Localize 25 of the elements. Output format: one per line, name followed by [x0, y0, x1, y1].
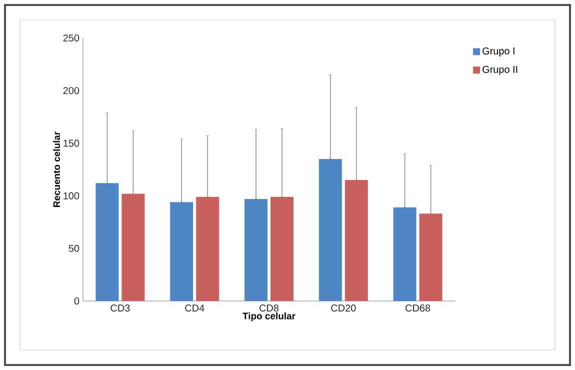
y-tick-label: 50: [68, 244, 80, 252]
y-axis-title: Recuento celular: [53, 132, 60, 207]
bar: [122, 194, 145, 301]
x-tick-label: CD8: [260, 304, 279, 312]
bar: [419, 214, 442, 301]
bar: [196, 196, 220, 301]
x-tick-label: CD20: [331, 304, 356, 312]
y-tick-label: 100: [64, 192, 80, 200]
x-tick-label: CD4: [185, 304, 204, 312]
y-tick-label: 0: [74, 297, 80, 305]
bar: [170, 202, 194, 301]
bar: [244, 198, 268, 301]
x-tick-label: CD3: [110, 304, 130, 312]
bar: [318, 158, 342, 301]
y-tick-label: 250: [63, 34, 80, 42]
bar: [344, 180, 368, 301]
y-tick-label: 150: [64, 140, 80, 147]
bar: [393, 207, 416, 301]
legend-label: Grupo I: [482, 47, 514, 56]
x-tick-label: CD68: [406, 304, 430, 312]
x-axis-title: Tipo celular: [242, 312, 296, 322]
y-tick-label: 200: [63, 87, 80, 94]
bar: [270, 196, 294, 301]
bar: [96, 183, 119, 301]
legend-label: Grupo II: [482, 66, 518, 75]
